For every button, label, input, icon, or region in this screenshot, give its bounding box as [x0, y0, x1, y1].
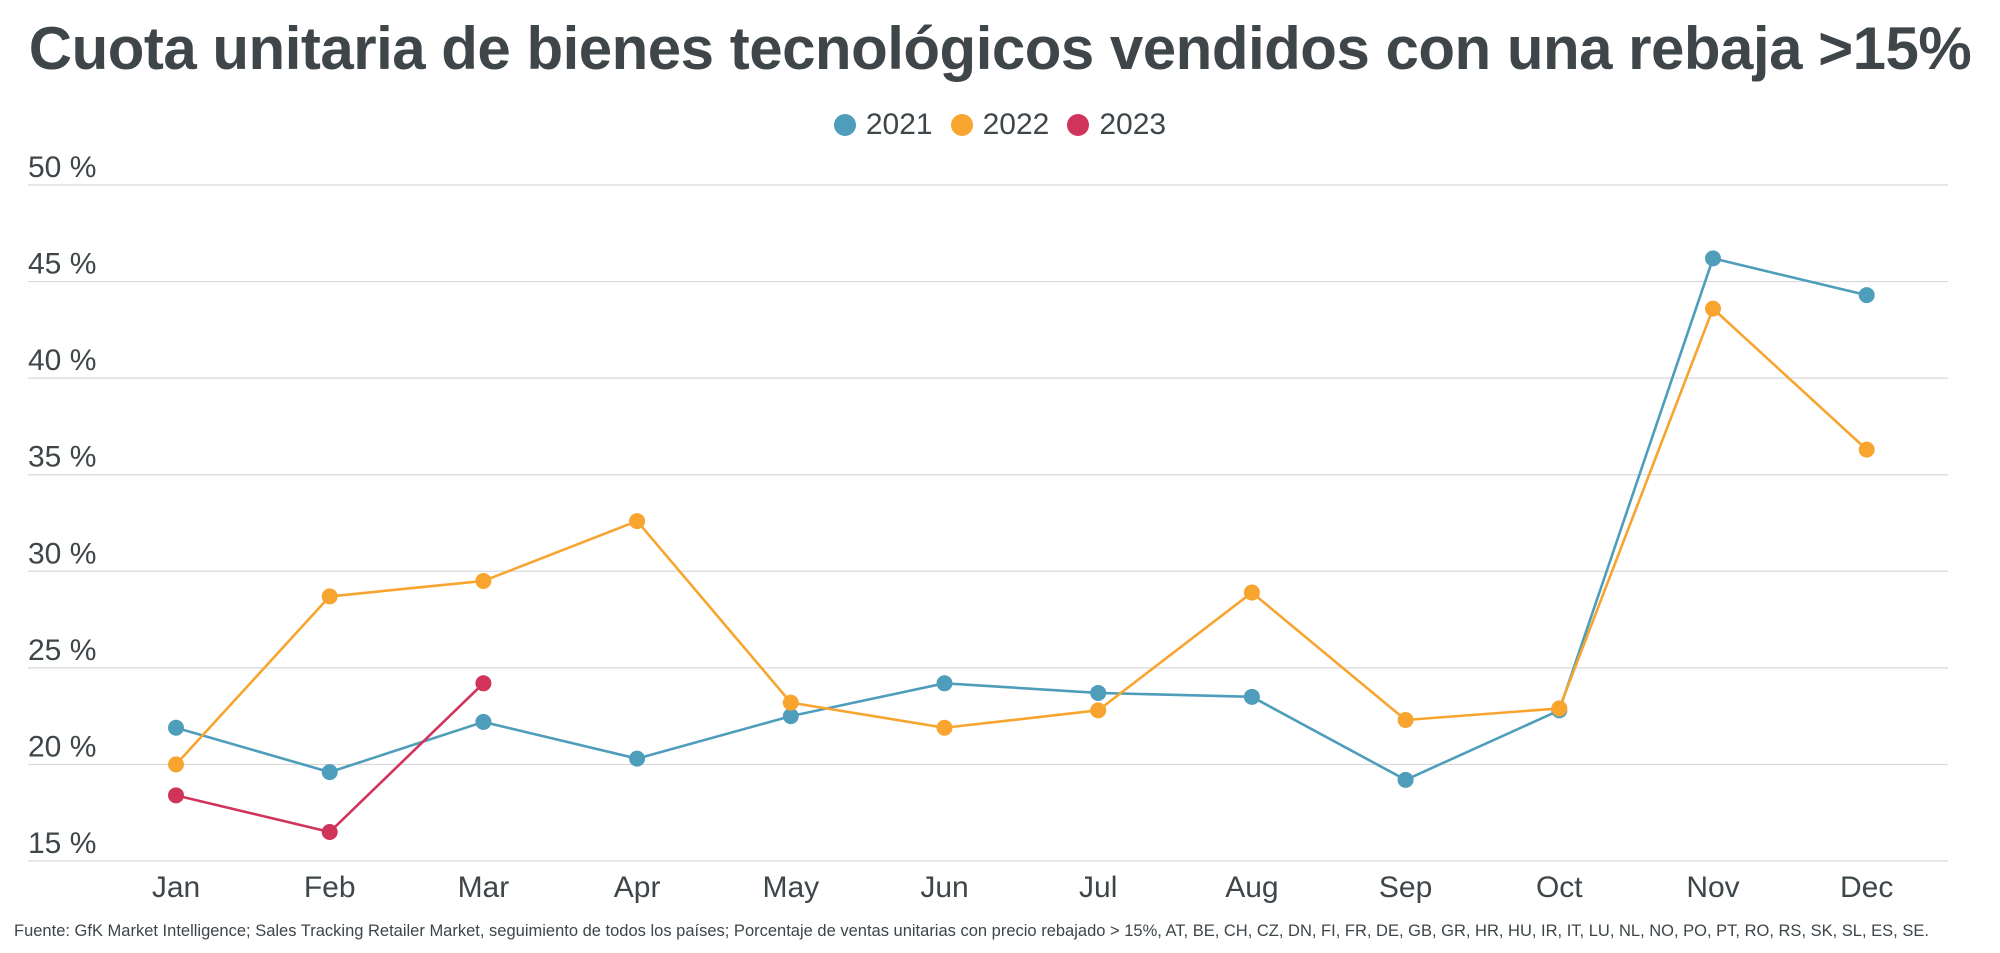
data-point-2022 [1551, 700, 1568, 717]
data-point-2021 [782, 708, 799, 725]
legend-item-2022: 2022 [950, 108, 1050, 142]
x-tick-label: Apr [614, 871, 661, 904]
y-tick-label: 25 % [28, 634, 96, 667]
legend-marker [833, 114, 856, 136]
data-point-2021 [475, 713, 492, 730]
chart-title: Cuota unitaria de bienes tecnológicos ve… [28, 15, 1972, 82]
x-tick-label: Mar [458, 871, 510, 904]
data-point-2022 [321, 588, 338, 605]
legend-label: 2023 [1099, 108, 1167, 141]
data-point-2022 [168, 756, 184, 773]
y-tick-label: 15 % [28, 827, 96, 860]
series-line-2023 [175, 682, 485, 834]
data-point-2022 [1243, 584, 1260, 601]
y-tick-label: 45 % [28, 248, 96, 281]
data-point-2022 [475, 572, 492, 589]
x-tick-label: Aug [1225, 871, 1278, 904]
data-point-2022 [1090, 702, 1107, 719]
data-point-2022 [1397, 712, 1414, 729]
legend-label: 2022 [982, 108, 1050, 141]
data-point-2023 [321, 824, 338, 841]
y-tick-label: 50 % [28, 151, 96, 184]
data-point-2021 [936, 675, 953, 692]
x-tick-label: Dec [1840, 871, 1893, 904]
data-point-2021 [1090, 684, 1107, 701]
data-point-2023 [168, 787, 184, 804]
chart-legend: 2021 2022 2023 [0, 108, 2000, 142]
source-footnote: Fuente: GfK Market Intelligence; Sales T… [14, 922, 1929, 940]
data-point-2021 [629, 750, 646, 767]
x-tick-label: May [762, 871, 819, 904]
x-tick-label: Feb [304, 871, 356, 904]
data-point-2021 [321, 764, 338, 781]
x-tick-label: Oct [1536, 871, 1583, 904]
data-point-2021 [1397, 771, 1414, 788]
x-tick-label: Nov [1686, 871, 1739, 904]
legend-marker [950, 114, 973, 136]
x-tick-label: Jan [152, 871, 200, 904]
x-tick-label: Jul [1079, 871, 1117, 904]
data-point-2023 [475, 675, 492, 692]
data-point-2021 [1858, 287, 1875, 304]
y-tick-label: 35 % [28, 441, 96, 474]
series-line-2022 [175, 307, 1868, 766]
data-point-2022 [1858, 441, 1875, 458]
legend-label: 2021 [865, 108, 933, 141]
x-tick-label: Jun [920, 871, 968, 904]
y-tick-label: 40 % [28, 344, 96, 377]
data-point-2022 [629, 513, 646, 530]
y-tick-label: 30 % [28, 537, 96, 570]
data-point-2021 [1243, 688, 1260, 705]
series-line-2021 [175, 257, 1868, 782]
legend-marker [1067, 114, 1090, 136]
y-tick-label: 20 % [28, 730, 96, 763]
data-point-2022 [1705, 300, 1721, 317]
data-point-2022 [782, 694, 799, 711]
legend-item-2023: 2023 [1067, 108, 1166, 142]
data-point-2022 [936, 719, 953, 736]
legend-item-2021: 2021 [833, 108, 933, 142]
data-point-2021 [1705, 250, 1721, 267]
x-tick-label: Sep [1379, 871, 1432, 904]
data-point-2021 [168, 719, 184, 736]
